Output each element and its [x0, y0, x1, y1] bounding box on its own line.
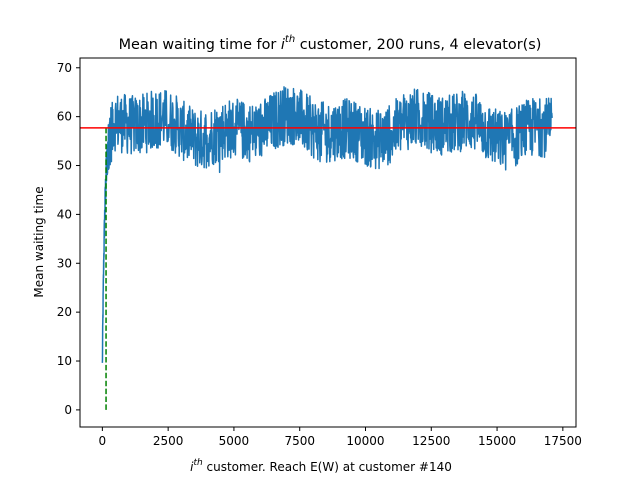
title-math-base: i [281, 37, 285, 53]
title-prefix: Mean waiting time for [119, 37, 281, 53]
x-tick-label: 17500 [544, 434, 582, 448]
y-tick-label: 40 [57, 207, 72, 221]
xlabel-math-sup: th [193, 458, 203, 468]
y-tick-label: 0 [64, 403, 72, 417]
series-mean-waiting-time [101, 86, 553, 363]
y-tick-label: 70 [57, 61, 72, 75]
x-tick-label: 10000 [346, 434, 384, 448]
x-tick-label: 2500 [153, 434, 184, 448]
y-tick-label: 20 [57, 305, 72, 319]
x-tick-label: 7500 [284, 434, 315, 448]
y-tick-label: 60 [57, 110, 72, 124]
x-tick-label: 5000 [219, 434, 250, 448]
y-tick-label: 50 [57, 159, 72, 173]
x-axis-ticks: 0 2500 5000 7500 10000 12500 15000 17500 [99, 427, 582, 448]
y-tick-label: 10 [57, 354, 72, 368]
y-tick-label: 30 [57, 256, 72, 270]
series-layer [80, 86, 576, 410]
xlabel-math-base: i [190, 460, 194, 474]
plot-frame [79, 57, 577, 428]
x-tick-label: 12500 [412, 434, 450, 448]
title-math-sup: th [285, 34, 295, 45]
y-axis-ticks: 0 10 20 30 40 50 60 70 [57, 61, 80, 417]
x-tick-label: 15000 [478, 434, 516, 448]
x-tick-label: 0 [99, 434, 107, 448]
xlabel-suffix: customer. Reach E(W) at customer #140 [203, 460, 452, 474]
x-axis-label: ith customer. Reach E(W) at customer #14… [190, 458, 452, 474]
y-axis-label: Mean waiting time [32, 186, 46, 297]
plot-area [79, 57, 577, 428]
title-suffix: customer, 200 runs, 4 elevator(s) [295, 37, 541, 53]
chart-title: Mean waiting time for ith customer, 200 … [119, 34, 542, 53]
